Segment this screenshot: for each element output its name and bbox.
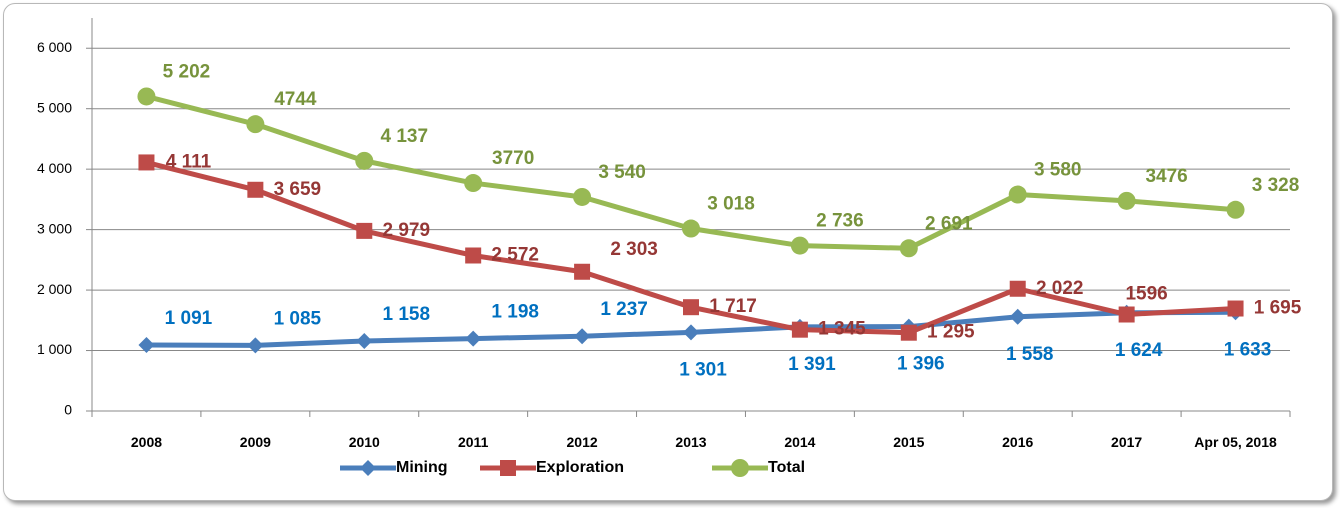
y-tick-label: 0 bbox=[64, 402, 72, 418]
data-point bbox=[355, 151, 374, 170]
x-tick-label: 2016 bbox=[1002, 434, 1034, 450]
data-point bbox=[246, 115, 265, 134]
data-point bbox=[1008, 185, 1027, 204]
data-label: 3 540 bbox=[598, 162, 646, 183]
data-label: 1 391 bbox=[788, 354, 836, 375]
x-tick-label: 2013 bbox=[675, 434, 707, 450]
data-label: 2 979 bbox=[382, 220, 430, 241]
x-tick-label: 2010 bbox=[348, 434, 380, 450]
data-point bbox=[465, 247, 482, 264]
data-label: 3476 bbox=[1145, 166, 1187, 187]
data-point bbox=[1227, 300, 1244, 317]
data-point bbox=[1118, 306, 1135, 323]
data-point bbox=[1226, 200, 1245, 219]
x-tick-label: 2014 bbox=[784, 434, 816, 450]
legend-label: Mining bbox=[396, 459, 448, 476]
data-point bbox=[574, 328, 591, 345]
data-label: 2 736 bbox=[816, 211, 864, 232]
data-label: 1 237 bbox=[600, 299, 648, 320]
data-label: 3 328 bbox=[1252, 175, 1300, 196]
data-label: 1 158 bbox=[382, 304, 430, 325]
data-point bbox=[790, 236, 809, 255]
legend-label: Exploration bbox=[536, 459, 624, 476]
data-label: 1 301 bbox=[679, 359, 727, 380]
data-label: 4744 bbox=[274, 89, 317, 110]
data-point bbox=[465, 330, 482, 347]
legend-label: Total bbox=[768, 459, 805, 476]
data-point bbox=[356, 222, 373, 239]
data-label: 3 018 bbox=[707, 194, 755, 215]
data-label: 1 695 bbox=[1254, 298, 1302, 319]
data-label: 4 111 bbox=[166, 151, 212, 172]
data-label: 2 572 bbox=[491, 245, 539, 266]
legend-marker bbox=[360, 460, 376, 476]
data-point bbox=[683, 324, 699, 341]
data-point bbox=[247, 181, 264, 198]
x-tick-label: 2009 bbox=[239, 434, 271, 450]
data-point bbox=[899, 239, 918, 258]
data-point bbox=[138, 154, 155, 171]
x-tick-label: 2011 bbox=[457, 434, 489, 450]
x-tick-label: 2012 bbox=[566, 434, 598, 450]
legend-marker bbox=[731, 459, 749, 477]
data-label: 1 558 bbox=[1006, 344, 1054, 365]
x-tick-label: 2017 bbox=[1111, 434, 1143, 450]
x-tick-label: 2008 bbox=[130, 434, 163, 450]
data-point bbox=[683, 299, 699, 316]
data-label: 1596 bbox=[1125, 284, 1167, 305]
y-tick-label: 3 000 bbox=[37, 220, 72, 236]
data-label: 1 295 bbox=[927, 322, 975, 343]
data-point bbox=[1009, 280, 1026, 297]
data-point bbox=[791, 321, 808, 338]
y-tick-label: 6 000 bbox=[37, 39, 72, 55]
data-point bbox=[356, 332, 373, 349]
data-label: 2 303 bbox=[610, 239, 658, 260]
y-tick-label: 5 000 bbox=[37, 99, 72, 115]
data-point bbox=[247, 337, 264, 354]
data-label: 1 633 bbox=[1224, 339, 1272, 360]
data-point bbox=[900, 324, 917, 341]
data-label: 1 085 bbox=[274, 308, 322, 329]
legend-marker bbox=[500, 460, 516, 476]
chart-frame bbox=[3, 3, 1333, 501]
x-tick-label: 2015 bbox=[893, 434, 925, 450]
data-point bbox=[138, 337, 155, 354]
data-label: 3 580 bbox=[1034, 160, 1082, 181]
data-label: 2 691 bbox=[925, 213, 973, 234]
data-label: 4 137 bbox=[380, 126, 428, 147]
data-label: 1 717 bbox=[709, 296, 757, 317]
data-label: 3 659 bbox=[274, 179, 322, 200]
data-point bbox=[682, 219, 700, 238]
x-tick-label: Apr 05, 2018 bbox=[1194, 434, 1277, 450]
data-label: 1 396 bbox=[897, 354, 945, 375]
data-point bbox=[1117, 191, 1136, 210]
data-label: 1 091 bbox=[165, 308, 213, 329]
data-point bbox=[137, 87, 156, 106]
data-point bbox=[573, 187, 592, 206]
data-label: 3770 bbox=[492, 148, 534, 169]
data-point bbox=[574, 263, 591, 280]
data-label: 2 022 bbox=[1036, 278, 1084, 299]
data-label: 5 202 bbox=[163, 61, 211, 82]
data-label: 1 345 bbox=[818, 319, 866, 340]
y-tick-label: 1 000 bbox=[37, 341, 72, 357]
y-tick-label: 4 000 bbox=[37, 160, 72, 176]
data-point bbox=[1009, 308, 1026, 325]
data-label: 1 198 bbox=[491, 302, 539, 323]
y-tick-label: 2 000 bbox=[37, 281, 72, 297]
data-point bbox=[464, 174, 483, 193]
data-label: 1 624 bbox=[1115, 340, 1163, 361]
